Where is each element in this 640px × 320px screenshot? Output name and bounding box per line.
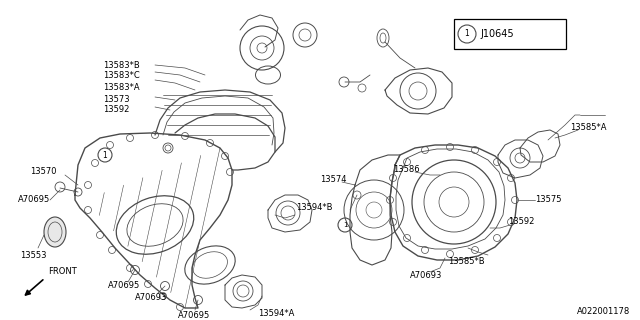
Text: 13573: 13573 [103, 94, 130, 103]
Text: 13574: 13574 [320, 175, 346, 185]
Text: 13594*B: 13594*B [296, 204, 333, 212]
Text: FRONT: FRONT [48, 268, 77, 276]
Text: A70693: A70693 [410, 270, 442, 279]
Text: 13592: 13592 [103, 106, 129, 115]
Text: A70695: A70695 [108, 281, 140, 290]
Text: 1: 1 [343, 222, 348, 228]
Text: 1: 1 [465, 29, 469, 38]
Text: 13553: 13553 [20, 251, 47, 260]
Text: 13585*B: 13585*B [448, 258, 484, 267]
Text: A70695: A70695 [18, 196, 51, 204]
Text: 13585*A: 13585*A [570, 124, 607, 132]
Text: 13592: 13592 [508, 218, 534, 227]
Text: 13594*A: 13594*A [258, 309, 294, 318]
Text: 13583*B: 13583*B [103, 60, 140, 69]
Text: 1: 1 [102, 150, 108, 159]
Text: 13586: 13586 [393, 165, 420, 174]
Text: 13570: 13570 [30, 166, 56, 175]
Text: J10645: J10645 [480, 29, 514, 39]
Ellipse shape [44, 217, 66, 247]
Text: A70695: A70695 [178, 310, 211, 319]
Text: A70693: A70693 [135, 292, 168, 301]
Text: 13575: 13575 [535, 196, 561, 204]
Text: A022001178: A022001178 [577, 308, 630, 316]
Text: 13583*C: 13583*C [103, 71, 140, 81]
Text: 13583*A: 13583*A [103, 83, 140, 92]
